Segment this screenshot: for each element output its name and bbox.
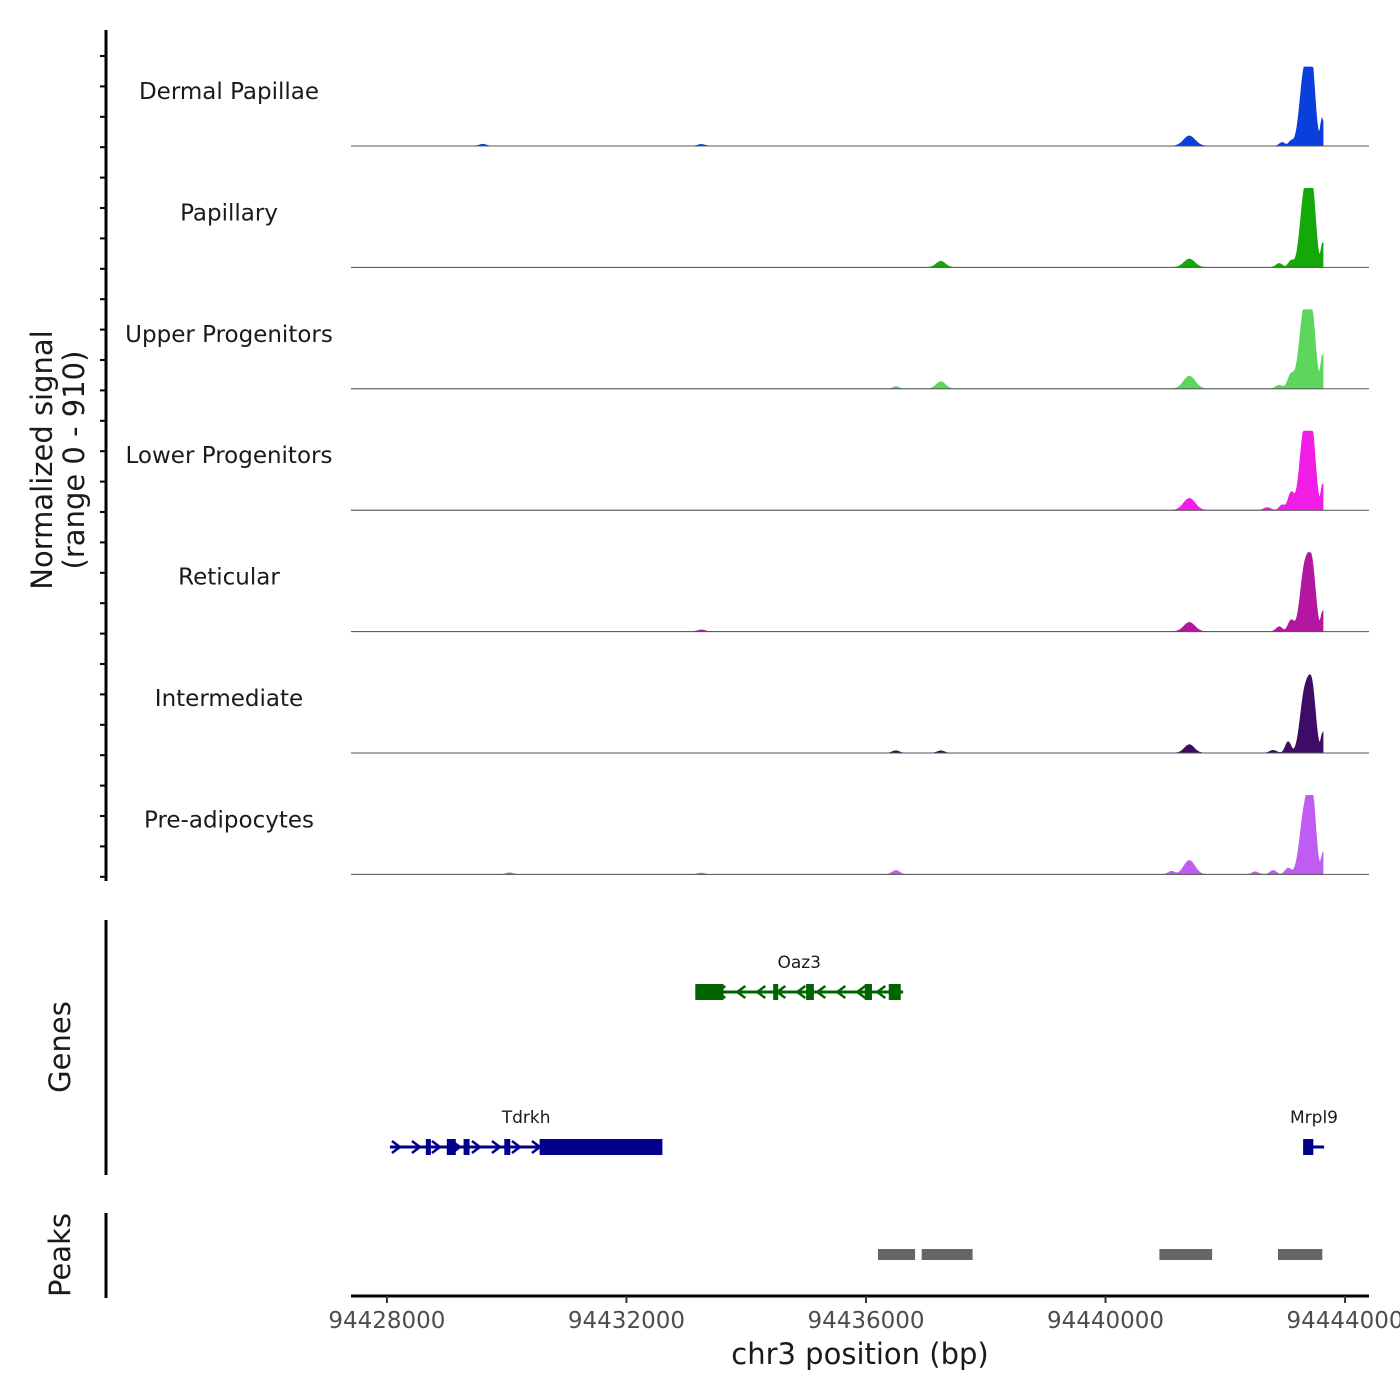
gene-exon — [864, 984, 872, 1000]
track-label: Pre-adipocytes — [144, 807, 314, 833]
genes-track-label: Genes — [43, 1001, 77, 1093]
strand-arrow — [855, 985, 867, 999]
track-label: Intermediate — [155, 686, 303, 712]
gene-name: Mrpl9 — [1290, 1108, 1338, 1128]
y-axis-title-line2: (range 0 - 910) — [57, 351, 91, 570]
peak-region — [877, 1249, 916, 1260]
signal-y-ticks — [100, 55, 106, 878]
strand-arrow — [835, 985, 847, 999]
y-axis-title-line1: Normalized signal — [25, 330, 59, 589]
peak-region — [1277, 1249, 1323, 1260]
strand-arrow — [755, 985, 767, 999]
signal-area — [351, 188, 1324, 268]
signal-area — [351, 552, 1324, 632]
signal-area — [351, 795, 1324, 875]
track-label: Lower Progenitors — [126, 443, 333, 469]
track-reticular: Reticular — [178, 552, 1369, 633]
track-lower-progenitors: Lower Progenitors — [126, 430, 1369, 511]
x-tick-label: 94436000 — [807, 1308, 924, 1334]
gene-exon — [463, 1139, 470, 1155]
gene-exon — [695, 984, 724, 1000]
peak-region — [921, 1249, 973, 1260]
peak-regions — [877, 1249, 1323, 1260]
gene-mrpl9: Mrpl9 — [1290, 1108, 1338, 1155]
x-axis-ticks: 94428000 94432000 94436000 94440000 94444000 — [328, 1296, 1400, 1334]
gene-models: Oaz3 Tdrkh Mrpl9 — [389, 953, 1338, 1155]
gene-exon — [1303, 1139, 1314, 1155]
peak-region — [1159, 1249, 1213, 1260]
strand-arrow — [491, 1140, 503, 1154]
signal-area — [351, 430, 1324, 511]
strand-arrow — [391, 1140, 403, 1154]
strand-arrow — [815, 985, 827, 999]
signal-area — [351, 674, 1324, 754]
gene-exon — [806, 984, 814, 1000]
signal-area — [351, 309, 1324, 390]
x-tick-label: 94432000 — [568, 1308, 685, 1334]
gene-exon — [773, 984, 779, 1000]
track-label: Reticular — [178, 565, 280, 591]
strand-arrow — [511, 1140, 523, 1154]
strand-arrow — [471, 1140, 483, 1154]
gene-oaz3: Oaz3 — [695, 953, 904, 1000]
track-label: Dermal Papillae — [139, 79, 319, 105]
gene-exon — [888, 984, 901, 1000]
strand-arrow — [411, 1140, 423, 1154]
gene-exon — [446, 1139, 456, 1155]
track-upper-progenitors: Upper Progenitors — [125, 309, 1369, 390]
gene-tdrkh: Tdrkh — [389, 1108, 663, 1155]
signal-area — [351, 66, 1324, 147]
track-pre-adipocytes: Pre-adipocytes — [144, 795, 1369, 875]
gene-name: Tdrkh — [501, 1108, 551, 1128]
track-intermediate: Intermediate — [155, 674, 1369, 754]
gene-name: Oaz3 — [777, 953, 821, 973]
strand-arrow — [875, 985, 887, 999]
strand-arrow — [735, 985, 747, 999]
track-dermal-papillae: Dermal Papillae — [139, 66, 1369, 147]
x-tick-label: 94440000 — [1047, 1308, 1164, 1334]
x-axis-title: chr3 position (bp) — [731, 1337, 988, 1371]
signal-tracks: Dermal Papillae Papillary Upper Progenitor… — [125, 66, 1369, 875]
strand-arrow — [431, 1140, 443, 1154]
track-label: Papillary — [180, 200, 278, 226]
gene-exon — [504, 1139, 511, 1155]
gene-exon — [425, 1139, 431, 1155]
x-tick-label: 94444000 — [1287, 1308, 1400, 1334]
strand-arrow — [795, 985, 807, 999]
gene-exon — [539, 1139, 663, 1155]
peaks-track-label: Peaks — [43, 1213, 77, 1297]
track-papillary: Papillary — [180, 188, 1369, 268]
track-label: Upper Progenitors — [125, 322, 333, 348]
x-tick-label: 94428000 — [328, 1308, 445, 1334]
